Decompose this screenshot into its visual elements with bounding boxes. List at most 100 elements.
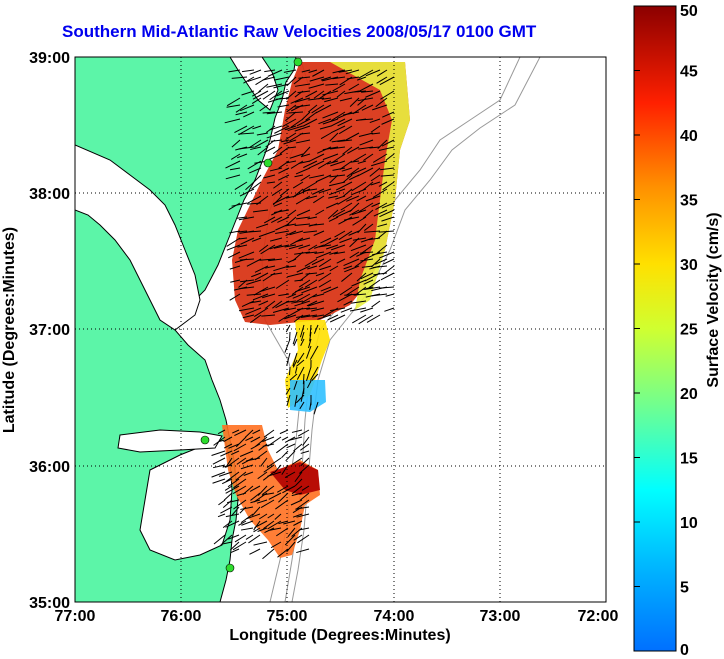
velocity-arrow [381, 216, 395, 222]
velocity-arrow [356, 272, 367, 282]
velocity-arrow [324, 97, 339, 103]
velocity-arrow [278, 520, 289, 525]
velocity-arrow [351, 181, 367, 192]
velocity-arrow [235, 111, 248, 116]
velocity-arrow [294, 300, 311, 307]
velocity-arrow [295, 286, 311, 293]
velocity-arrow [212, 457, 226, 465]
velocity-arrow [228, 69, 241, 73]
velocity-arrow [273, 265, 290, 272]
velocity-arrow [309, 401, 312, 410]
velocity-arrow [339, 286, 353, 296]
velocity-arrow [220, 506, 233, 514]
velocity-arrow [284, 534, 296, 546]
velocity-arrow [309, 76, 325, 82]
velocity-arrow [294, 223, 311, 226]
velocity-arrow [305, 111, 318, 121]
velocity-arrow [348, 83, 360, 91]
velocity-arrow [338, 69, 353, 73]
velocity-arrow [318, 188, 332, 194]
velocity-arrow [362, 181, 374, 191]
velocity-arrow [344, 293, 360, 296]
velocity-arrow [358, 202, 374, 213]
velocity-arrow [303, 230, 318, 234]
velocity-arrow [257, 146, 269, 156]
velocity-arrow [327, 314, 339, 321]
velocity-arrow [276, 527, 289, 537]
velocity-arrow [288, 436, 303, 441]
x-tick-label: 76:00 [161, 608, 202, 625]
velocity-arrow [238, 216, 255, 221]
velocity-arrow [278, 492, 289, 503]
velocity-arrow [274, 513, 282, 520]
velocity-arrow [365, 69, 381, 77]
velocity-arrow [240, 237, 255, 245]
velocity-arrow [233, 478, 247, 489]
velocity-arrow [279, 429, 289, 435]
velocity-arrow [358, 69, 374, 79]
velocity-arrow [218, 499, 226, 506]
velocity-arrow [234, 181, 248, 190]
velocity-arrow [239, 450, 254, 457]
velocity-arrow [225, 174, 241, 180]
velocity-arrow [327, 209, 339, 220]
velocity-arrow [229, 167, 241, 171]
velocity-arrow [213, 436, 226, 446]
velocity-arrow [373, 272, 388, 276]
velocity-arrow [241, 300, 255, 308]
velocity-arrow [381, 139, 395, 147]
chart-title: Southern Mid-Atlantic Raw Velocities 200… [62, 22, 537, 41]
velocity-arrow [331, 139, 346, 143]
velocity-arrow [361, 90, 374, 93]
velocity-arrow [224, 485, 233, 491]
velocity-arrow [380, 90, 395, 100]
velocity-arrow [251, 272, 262, 278]
velocity-arrow [238, 125, 255, 136]
velocity-arrow [250, 436, 261, 443]
velocity-arrow [322, 146, 339, 151]
velocity-arrow [364, 286, 381, 291]
velocity-arrow [284, 244, 297, 248]
velocity-arrow [269, 527, 282, 531]
albemarle-sound [117, 429, 223, 453]
velocity-arrow [238, 237, 248, 240]
velocity-arrow [317, 146, 332, 154]
velocity-arrow [315, 209, 325, 216]
velocity-arrow [349, 251, 360, 259]
velocity-arrow [223, 436, 233, 443]
velocity-arrow [385, 293, 395, 297]
velocity-arrow [239, 188, 255, 197]
velocity-arrow [318, 279, 332, 288]
velocity-arrow [286, 443, 296, 449]
velocity-arrow [361, 104, 374, 111]
velocity-arrow [249, 69, 262, 75]
velocity-arrow [346, 76, 360, 80]
velocity-arrow [373, 209, 388, 217]
velocity-arrow [318, 258, 332, 268]
velocity-arrow [233, 443, 247, 452]
velocity-arrow [325, 83, 339, 86]
velocity-arrow [230, 450, 240, 456]
velocity-arrow [294, 251, 311, 255]
velocity-arrow [306, 366, 312, 381]
velocity-arrow [273, 83, 290, 89]
colorbar-label: Surface Velocity (cm/s) [705, 212, 722, 387]
velocity-arrow [372, 265, 388, 269]
velocity-arrow [321, 97, 332, 100]
velocity-arrow [232, 541, 247, 551]
velocity-arrow [293, 338, 298, 346]
velocity-arrow [330, 244, 346, 251]
velocity-arrow [283, 307, 297, 311]
velocity-arrow [376, 76, 388, 84]
velocity-arrow [353, 153, 367, 162]
velocity-arrow [267, 69, 283, 77]
velocity-arrow [263, 429, 275, 438]
velocity-arrow [351, 188, 367, 196]
velocity-arrow [343, 111, 360, 116]
velocity-arrow [364, 223, 374, 231]
velocity-arrow [248, 534, 261, 544]
velocity-arrow [322, 118, 339, 125]
velocity-arrow [259, 258, 276, 261]
velocity-arrow [297, 90, 311, 94]
velocity-arrow [378, 251, 395, 259]
